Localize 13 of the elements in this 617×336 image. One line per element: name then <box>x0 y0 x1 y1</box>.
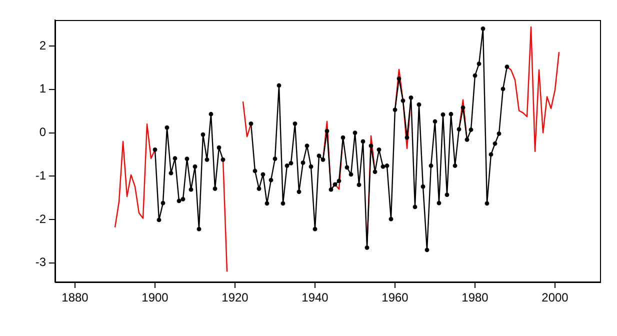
x-tick-label: 1900 <box>142 290 169 305</box>
y-tick-label: 2 <box>39 38 46 52</box>
y-tick-label: -1 <box>35 168 46 182</box>
y-tick-label: -3 <box>35 255 46 270</box>
x-tick-label: 1940 <box>302 290 329 305</box>
y-tick-label: 1 <box>39 82 46 96</box>
y-tick-label: 0 <box>39 125 46 140</box>
y-tick-label: -2 <box>35 212 46 226</box>
x-tick-label: 1880 <box>62 290 89 305</box>
x-tick-label: 1980 <box>462 290 489 305</box>
x-tick-label: 2000 <box>542 290 569 305</box>
x-tick-label: 1920 <box>222 290 249 305</box>
x-tick-label: 1960 <box>382 290 409 305</box>
